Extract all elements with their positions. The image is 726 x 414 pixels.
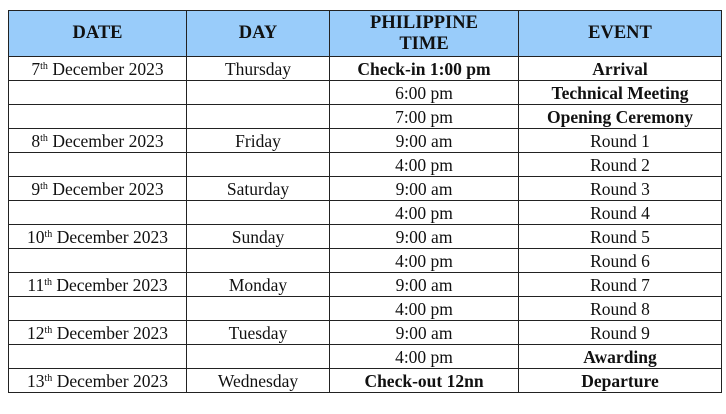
event-cell: Round 7 bbox=[518, 272, 722, 297]
date-cell bbox=[8, 80, 187, 105]
schedule-table: DATE DAY PHILIPPINE TIME EVENT 7th Decem… bbox=[8, 10, 722, 393]
table-row: 4:00 pm Round 4 bbox=[8, 200, 722, 225]
date-cell bbox=[8, 248, 187, 273]
time-cell: 9:00 am bbox=[329, 176, 519, 201]
date-cell: 13th December 2023 bbox=[8, 368, 187, 393]
table-row: 11th December 2023 Monday 9:00 am Round 7 bbox=[8, 272, 722, 297]
day-cell: Tuesday bbox=[186, 320, 330, 345]
event-cell: Round 6 bbox=[518, 248, 722, 273]
date-month-year: December 2023 bbox=[52, 322, 168, 343]
date-month-year: December 2023 bbox=[47, 58, 164, 79]
table-row: 4:00 pm Round 2 bbox=[8, 152, 722, 177]
date-suffix: th bbox=[40, 180, 48, 192]
table-row: 4:00 pm Round 6 bbox=[8, 248, 722, 273]
time-cell: Check-in 1:00 pm bbox=[329, 56, 519, 81]
time-cell: 4:00 pm bbox=[329, 344, 519, 369]
event-cell: Round 5 bbox=[518, 224, 722, 249]
time-cell: 9:00 am bbox=[329, 320, 519, 345]
date-cell bbox=[8, 296, 187, 321]
event-cell: Round 4 bbox=[518, 200, 722, 225]
table-row: 12th December 2023 Tuesday 9:00 am Round 9 bbox=[8, 320, 722, 345]
event-cell: Awarding bbox=[518, 344, 722, 369]
date-cell bbox=[8, 104, 187, 129]
day-cell: Saturday bbox=[186, 176, 330, 201]
date-day-number: 11 bbox=[27, 274, 45, 295]
table-row: 4:00 pm Awarding bbox=[8, 344, 722, 369]
event-cell: Opening Ceremony bbox=[518, 104, 722, 129]
table-row: 10th December 2023 Sunday 9:00 am Round 5 bbox=[8, 224, 722, 249]
date-month-year: December 2023 bbox=[47, 178, 164, 199]
date-suffix: th bbox=[40, 60, 48, 72]
date-month-year: December 2023 bbox=[52, 370, 168, 391]
event-cell: Round 9 bbox=[518, 320, 722, 345]
table-row: 13th December 2023 Wednesday Check-out 12n… bbox=[8, 368, 722, 393]
date-cell bbox=[8, 200, 187, 225]
day-cell: Thursday bbox=[186, 56, 330, 81]
table-row: 9th December 2023 Saturday 9:00 am Round 3 bbox=[8, 176, 722, 201]
event-cell: Departure bbox=[518, 368, 722, 393]
time-cell: Check-out 12nn bbox=[329, 368, 519, 393]
table-row: 4:00 pm Round 8 bbox=[8, 296, 722, 321]
date-cell: 9th December 2023 bbox=[8, 176, 187, 201]
table-row: 7:00 pm Opening Ceremony bbox=[8, 104, 722, 129]
time-cell: 9:00 am bbox=[329, 272, 519, 297]
header-day: DAY bbox=[186, 10, 330, 57]
date-suffix: th bbox=[44, 276, 52, 288]
day-cell bbox=[186, 152, 330, 177]
date-day-number: 12 bbox=[27, 322, 45, 343]
time-cell: 4:00 pm bbox=[329, 248, 519, 273]
date-cell: 7th December 2023 bbox=[8, 56, 187, 81]
day-cell: Sunday bbox=[186, 224, 330, 249]
time-cell: 9:00 am bbox=[329, 128, 519, 153]
date-cell: 11th December 2023 bbox=[8, 272, 187, 297]
date-cell: 12th December 2023 bbox=[8, 320, 187, 345]
date-day-number: 8 bbox=[31, 130, 41, 151]
date-cell bbox=[8, 152, 187, 177]
header-date: DATE bbox=[8, 10, 187, 57]
date-day-number: 10 bbox=[27, 226, 45, 247]
time-cell: 4:00 pm bbox=[329, 200, 519, 225]
date-month-year: December 2023 bbox=[52, 226, 168, 247]
day-cell bbox=[186, 200, 330, 225]
header-time: PHILIPPINE TIME bbox=[329, 10, 519, 57]
day-cell: Friday bbox=[186, 128, 330, 153]
event-cell: Round 3 bbox=[518, 176, 722, 201]
date-cell bbox=[8, 344, 187, 369]
table-row: 7th December 2023 Thursday Check-in 1:00 p… bbox=[8, 56, 722, 81]
day-cell: Monday bbox=[186, 272, 330, 297]
date-suffix: th bbox=[44, 228, 53, 240]
date-suffix: th bbox=[40, 132, 48, 144]
header-event: EVENT bbox=[518, 10, 722, 57]
date-day-number: 13 bbox=[27, 370, 45, 391]
date-cell: 10th December 2023 bbox=[8, 224, 187, 249]
day-cell bbox=[186, 80, 330, 105]
day-cell bbox=[186, 296, 330, 321]
time-cell: 4:00 pm bbox=[329, 152, 519, 177]
time-cell: 9:00 am bbox=[329, 224, 519, 249]
time-cell: 4:00 pm bbox=[329, 296, 519, 321]
event-cell: Technical Meeting bbox=[518, 80, 722, 105]
date-suffix: th bbox=[44, 372, 53, 384]
day-cell bbox=[186, 104, 330, 129]
event-cell: Round 8 bbox=[518, 296, 722, 321]
date-month-year: December 2023 bbox=[51, 274, 168, 295]
date-suffix: th bbox=[44, 324, 53, 336]
day-cell bbox=[186, 248, 330, 273]
date-day-number: 9 bbox=[31, 178, 41, 199]
header-row: DATE DAY PHILIPPINE TIME EVENT bbox=[8, 10, 722, 57]
event-cell: Round 2 bbox=[518, 152, 722, 177]
event-cell: Arrival bbox=[518, 56, 722, 81]
day-cell bbox=[186, 344, 330, 369]
date-cell: 8th December 2023 bbox=[8, 128, 187, 153]
date-day-number: 7 bbox=[31, 58, 41, 79]
day-cell: Wednesday bbox=[186, 368, 330, 393]
date-month-year: December 2023 bbox=[47, 130, 164, 151]
table-row: 6:00 pm Technical Meeting bbox=[8, 80, 722, 105]
time-cell: 7:00 pm bbox=[329, 104, 519, 129]
event-cell: Round 1 bbox=[518, 128, 722, 153]
table-row: 8th December 2023 Friday 9:00 am Round 1 bbox=[8, 128, 722, 153]
time-cell: 6:00 pm bbox=[329, 80, 519, 105]
